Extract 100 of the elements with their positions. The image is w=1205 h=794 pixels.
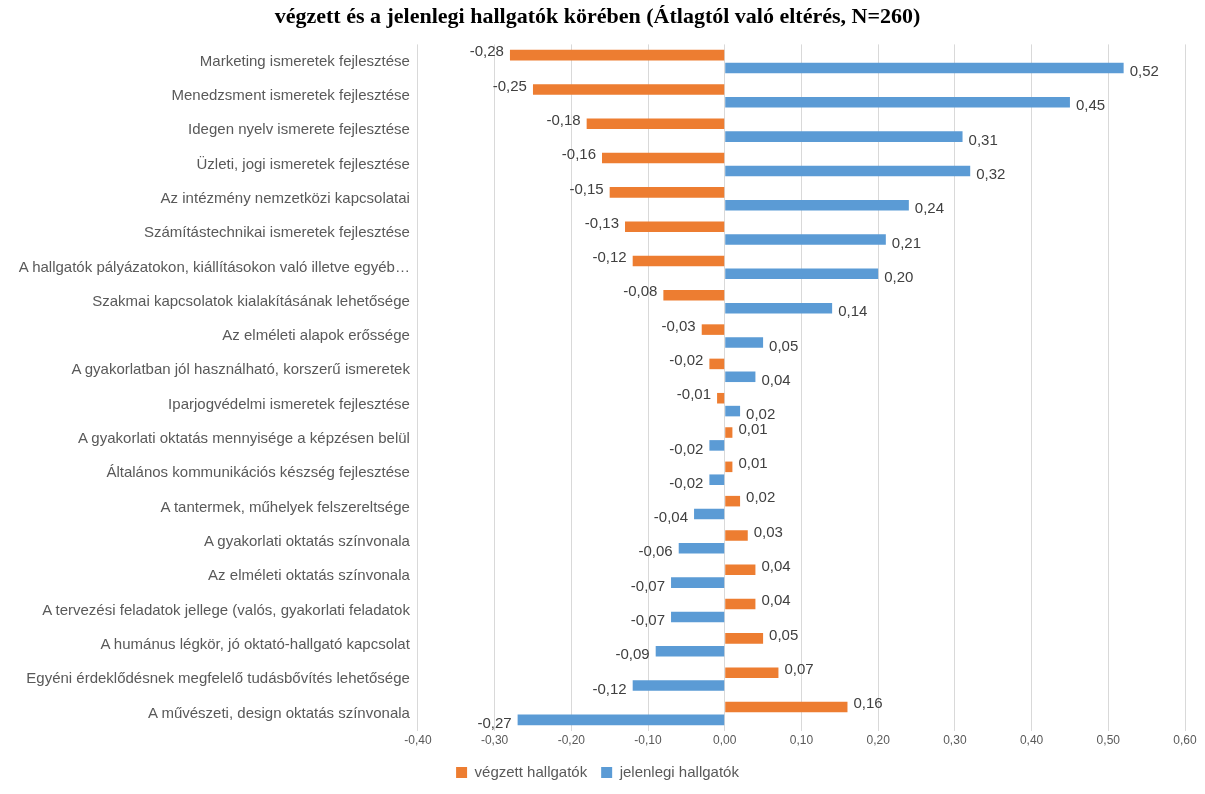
bar <box>725 199 909 211</box>
data-label: -0,07 <box>630 611 666 629</box>
x-tick-label: -0,20 <box>557 733 586 748</box>
y-tick-label: Az elméleti oktatás színvonala <box>208 566 411 584</box>
y-tick-label: A hallgatók pályázatokon, kiállításokon való illetve egyéb… <box>18 257 410 275</box>
bar <box>725 461 733 473</box>
bar <box>725 598 756 610</box>
y-tick-label: A gyakorlati oktatás színvonala <box>203 532 411 550</box>
y-tick-label: Üzleti, jogi ismeretek fejlesztése <box>196 154 410 172</box>
data-label: 0,31 <box>968 130 998 148</box>
data-label: 0,02 <box>746 488 776 506</box>
bar <box>725 564 756 576</box>
data-label: 0,04 <box>761 556 791 574</box>
data-label: 0,32 <box>976 165 1006 183</box>
data-label: -0,09 <box>615 645 650 663</box>
data-label: -0,12 <box>592 248 627 266</box>
y-tick-label: A tantermek, műhelyek felszereltsége <box>160 497 410 515</box>
data-label: -0,07 <box>630 576 666 594</box>
bar <box>725 371 756 383</box>
bar <box>725 337 764 348</box>
y-tick-label: A humánus légkör, jó oktató-hallgató kapcsolat <box>100 634 411 652</box>
bar <box>694 508 725 520</box>
x-tick-label: 0,10 <box>789 733 814 748</box>
data-label: 0,01 <box>738 453 768 471</box>
bar <box>725 268 879 280</box>
bar <box>725 427 733 438</box>
bar <box>632 255 725 267</box>
bar <box>509 49 725 61</box>
y-tick-label: Az intézmény nemzetközi kapcsolatai <box>160 188 410 206</box>
data-label: -0,15 <box>569 179 604 197</box>
data-label: 0,04 <box>761 370 791 388</box>
data-label: -0,28 <box>469 42 504 60</box>
x-tick-label: -0,40 <box>404 733 432 748</box>
y-tick-label: A tervezési feladatok jellege (valós, gyakorlati feladatok <box>42 600 411 618</box>
y-tick-label: Marketing ismeretek fejlesztése <box>199 51 410 69</box>
y-tick-label: Az elméleti alapok erőssége <box>222 326 410 344</box>
bar <box>725 234 886 245</box>
y-tick-label: A gyakorlati oktatás mennyisége a képzésen belül <box>78 429 410 447</box>
bar <box>532 84 725 95</box>
bar <box>725 131 963 142</box>
data-label: 0,03 <box>753 522 783 540</box>
bar <box>609 187 725 198</box>
data-label: 0,24 <box>914 199 945 217</box>
data-label: -0,03 <box>661 316 696 334</box>
bar <box>709 474 725 485</box>
data-label: -0,13 <box>584 213 620 231</box>
data-label: -0,16 <box>561 145 596 163</box>
data-label: 0,07 <box>784 659 814 677</box>
bar <box>725 302 833 314</box>
x-tick-label: 0,20 <box>866 733 891 748</box>
data-label: 0,52 <box>1129 62 1159 80</box>
data-label: -0,04 <box>653 508 689 526</box>
bar <box>725 701 848 713</box>
y-tick-label: Szakmai kapcsolatok kialakításának lehetősége <box>92 291 410 309</box>
bar <box>725 165 971 177</box>
bar <box>725 405 741 417</box>
x-tick-label: 0,60 <box>1173 733 1197 748</box>
x-tick-label: 0,50 <box>1096 733 1121 748</box>
data-label: 0,04 <box>761 591 791 609</box>
bar <box>701 324 725 335</box>
bar <box>602 152 725 164</box>
data-label: 0,14 <box>838 302 868 320</box>
x-tick-label: -0,30 <box>480 733 509 748</box>
bar <box>632 680 725 691</box>
data-label: -0,08 <box>623 282 658 300</box>
legend-label: jelenlegi hallgatók <box>618 762 740 780</box>
bar <box>671 611 725 623</box>
data-label: 0,21 <box>891 233 922 251</box>
data-label: -0,18 <box>546 110 581 128</box>
legend-label: végzett hallgatók <box>474 762 588 780</box>
y-tick-label: A gyakorlatban jól használható, korszerű ismeretek <box>71 360 411 378</box>
y-tick-label: Általános kommunikációs készség fejlesztése <box>106 463 410 481</box>
y-tick-label: Egyéni érdeklődésnek megfelelő tudásbővítés lehetősége <box>26 669 410 687</box>
data-label: -0,01 <box>676 385 712 403</box>
data-label: -0,02 <box>669 351 704 369</box>
bar <box>663 290 725 301</box>
x-tick-label: -0,10 <box>634 733 663 748</box>
bar <box>725 97 1070 108</box>
data-label: -0,02 <box>669 473 704 491</box>
data-label: -0,25 <box>492 76 527 94</box>
data-label: -0,12 <box>592 679 627 697</box>
bar <box>678 543 725 554</box>
data-label: 0,16 <box>853 694 883 712</box>
chart-title: végzett és a jelenlegi hallgatók körében (Átlagtól való eltérés, N=260) <box>274 2 921 28</box>
bar <box>517 714 725 726</box>
x-tick-label: 0,00 <box>713 733 737 748</box>
y-tick-label: A művészeti, design oktatás színvonala <box>148 703 411 721</box>
bar <box>725 633 764 644</box>
data-label: -0,02 <box>669 439 704 457</box>
data-label: 0,05 <box>769 336 799 354</box>
bar <box>655 645 725 657</box>
bar <box>709 358 725 370</box>
data-label: -0,06 <box>638 542 673 560</box>
bar <box>709 440 725 451</box>
y-tick-label: Számítástechnikai ismeretek fejlesztése <box>143 223 410 241</box>
data-label: 0,02 <box>746 405 776 423</box>
data-label: 0,05 <box>769 625 799 643</box>
bar <box>586 118 725 130</box>
y-tick-label: Iparjogvédelmi ismeretek fejlesztése <box>168 394 410 412</box>
x-tick-label: 0,30 <box>943 733 967 748</box>
